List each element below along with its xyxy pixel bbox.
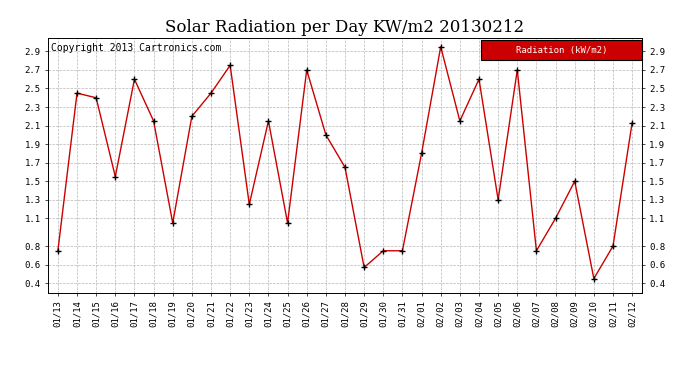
Title: Solar Radiation per Day KW/m2 20130212: Solar Radiation per Day KW/m2 20130212 [166, 19, 524, 36]
Text: Copyright 2013 Cartronics.com: Copyright 2013 Cartronics.com [51, 43, 221, 52]
FancyBboxPatch shape [482, 40, 642, 60]
Text: Radiation (kW/m2): Radiation (kW/m2) [516, 46, 607, 55]
